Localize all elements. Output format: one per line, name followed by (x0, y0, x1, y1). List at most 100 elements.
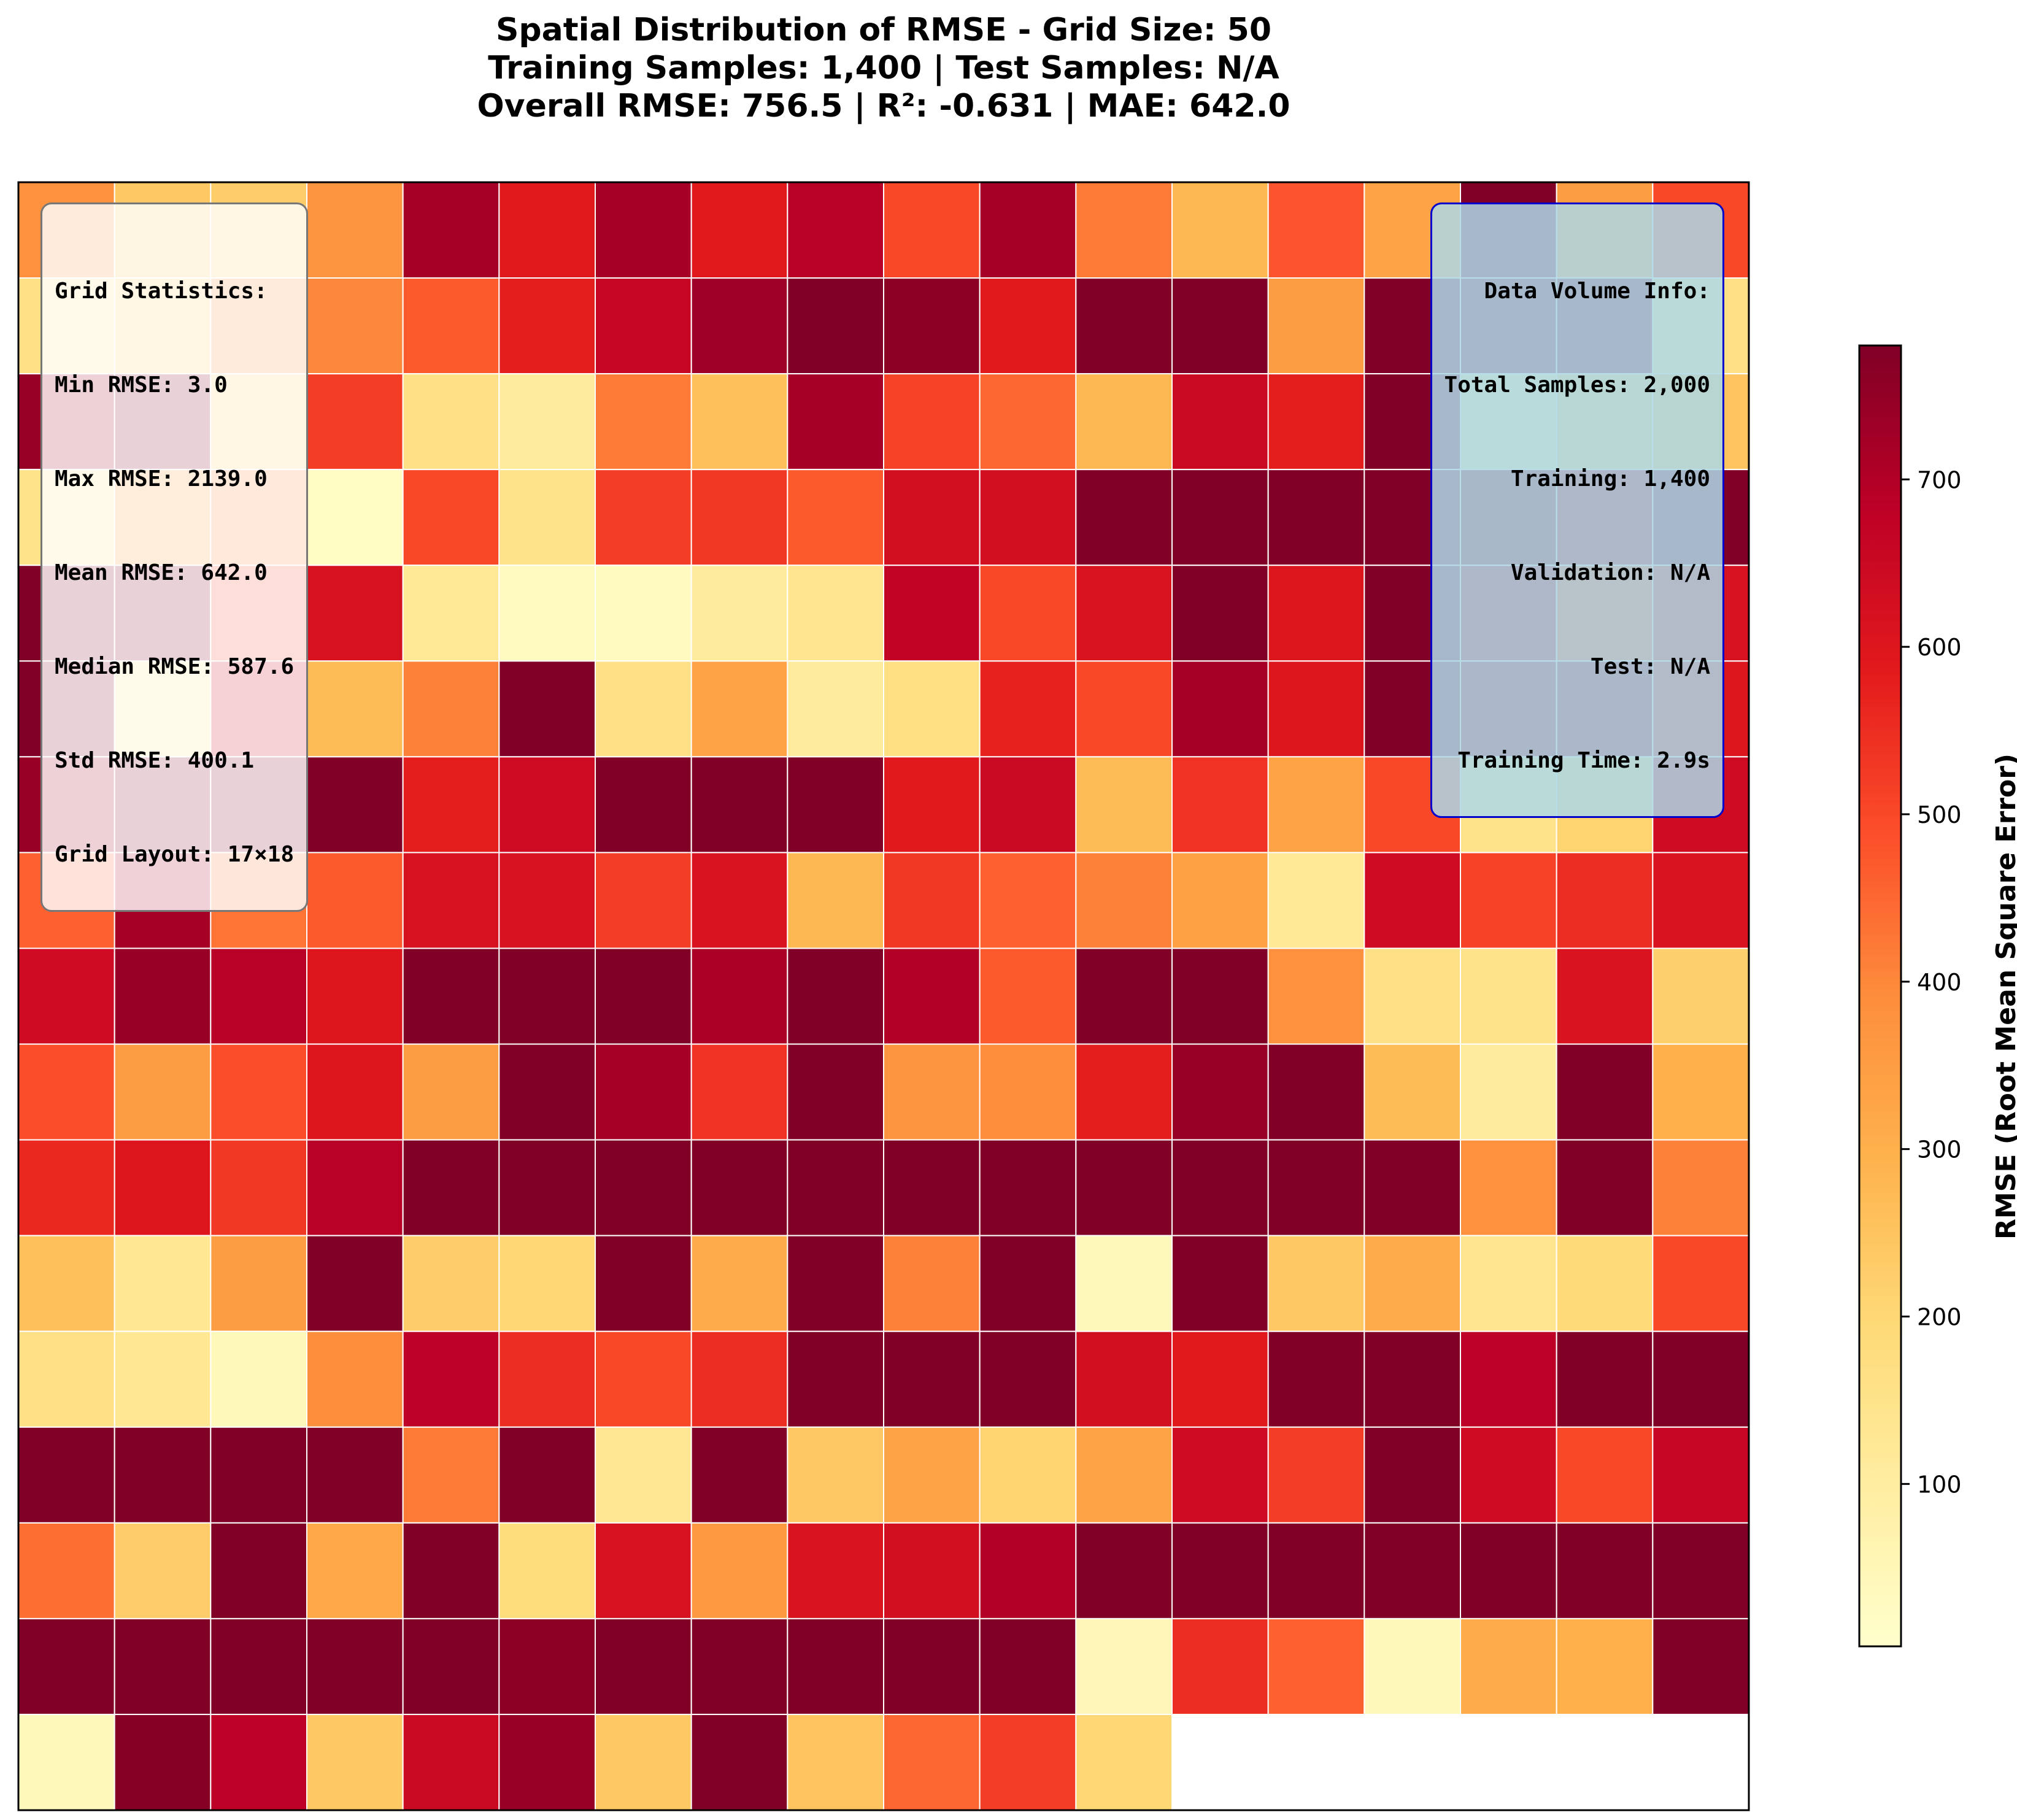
heatmap-cell (1363, 1139, 1461, 1236)
heatmap-cell (690, 565, 789, 662)
colorbar-ticks: 100 200 300 400 500 600 700 (1901, 466, 1962, 1498)
heatmap-cell (114, 1235, 212, 1332)
heatmap-cell (1556, 1618, 1654, 1715)
heatmap-cell (595, 1713, 692, 1811)
heatmap-cell (595, 756, 692, 854)
heatmap-cell (1460, 947, 1557, 1045)
heatmap-cell (690, 1139, 789, 1236)
colorbar (1858, 344, 1902, 1648)
heatmap-cell (1363, 1043, 1461, 1141)
heatmap-cell (979, 852, 1077, 949)
heatmap-cell (690, 660, 789, 758)
heatmap-cell (1075, 1043, 1173, 1141)
heatmap-cell (18, 1618, 115, 1715)
heatmap-cell (979, 947, 1077, 1045)
plot-frame (17, 181, 1750, 1811)
heatmap-cell (979, 1522, 1077, 1619)
grid-stat-line: Median RMSE: 587.6 (55, 654, 295, 679)
heatmap-cell (787, 1713, 885, 1811)
heatmap-cell (1267, 852, 1365, 949)
heatmap-cell (402, 756, 500, 854)
heatmap-cell (306, 373, 404, 471)
heatmap-cell (402, 373, 500, 471)
heatmap-cell (1652, 1043, 1749, 1141)
title-line: Spatial Distribution of RMSE - Grid Size… (495, 12, 1272, 48)
heatmap-cell (498, 852, 596, 949)
heatmap-cell (1460, 1139, 1557, 1236)
colorbar-tick-label: 600 (1917, 634, 1962, 661)
heatmap-cell (1171, 1522, 1269, 1619)
heatmap-cell (18, 1235, 115, 1332)
heatmap-cell (1460, 1235, 1557, 1332)
heatmap-cell (883, 756, 981, 854)
heatmap-cell (1267, 1235, 1365, 1332)
heatmap-cell (1267, 469, 1365, 566)
heatmap-cell (210, 1330, 308, 1428)
heatmap-cell (498, 565, 596, 662)
heatmap-cell (114, 1426, 212, 1524)
heatmap-cell (1075, 182, 1173, 279)
heatmap-cell (979, 1043, 1077, 1141)
heatmap-cell (402, 1426, 500, 1524)
heatmap-cell (787, 1043, 885, 1141)
heatmap-cell (595, 1522, 692, 1619)
heatmap-cell (1652, 852, 1749, 949)
volume-line: Validation: N/A (1510, 560, 1710, 585)
heatmap-cell (210, 1043, 308, 1141)
heatmap-cell (306, 1713, 404, 1811)
heatmap-cell (1075, 277, 1173, 375)
heatmap-cell (498, 1330, 596, 1428)
heatmap-cell (402, 947, 500, 1045)
heatmap-cell (402, 1618, 500, 1715)
heatmap-cell (1171, 182, 1269, 279)
heatmap-cell (1363, 1235, 1461, 1332)
heatmap-cell (690, 277, 789, 375)
heatmap-cell (402, 1139, 500, 1236)
volume-line: Training Time: 2.9s (1457, 748, 1710, 773)
heatmap-cell (1075, 1330, 1173, 1428)
heatmap-cell (1075, 1139, 1173, 1236)
heatmap-cell (787, 1330, 885, 1428)
heatmap-cell (1075, 852, 1173, 949)
heatmap-cell (114, 1522, 212, 1619)
heatmap-cell (1363, 1330, 1461, 1428)
heatmap-cell (690, 182, 789, 279)
grid-stat-line: Std RMSE: 400.1 (55, 748, 255, 773)
heatmap-cell (595, 373, 692, 471)
heatmap-cell (498, 756, 596, 854)
heatmap-cell (787, 947, 885, 1045)
heatmap-cell (1171, 1426, 1269, 1524)
heatmap-cell (883, 1713, 981, 1811)
heatmap-cell (690, 1043, 789, 1141)
heatmap-cell (306, 852, 404, 949)
heatmap-cell (402, 660, 500, 758)
heatmap-cell (306, 1522, 404, 1619)
heatmap-cell (210, 1426, 308, 1524)
heatmap-cell (690, 1618, 789, 1715)
heatmap-cell (402, 852, 500, 949)
colorbar-tick-label: 300 (1917, 1136, 1962, 1163)
heatmap-cell (114, 947, 212, 1045)
heatmap-cell (402, 1330, 500, 1428)
heatmap-cell (498, 1426, 596, 1524)
heatmap-cell (306, 660, 404, 758)
grid-stat-line: Grid Layout: 17×18 (55, 842, 295, 867)
colorbar-tick-label: 500 (1917, 801, 1962, 828)
heatmap-cell (883, 373, 981, 471)
heatmap-cell (498, 1522, 596, 1619)
heatmap-cell (883, 852, 981, 949)
heatmap-cell (1460, 1522, 1557, 1619)
heatmap-cell (595, 277, 692, 375)
heatmap-cell (979, 1426, 1077, 1524)
heatmap-cell (979, 756, 1077, 854)
heatmap-cell (979, 1235, 1077, 1332)
heatmap-cell (498, 182, 596, 279)
heatmap-cell (1556, 1139, 1654, 1236)
heatmap-cell (787, 1618, 885, 1715)
heatmap-cell (1652, 1330, 1749, 1428)
heatmap-cell (402, 565, 500, 662)
heatmap-cell (1363, 947, 1461, 1045)
heatmap-cell (595, 565, 692, 662)
heatmap-cell (498, 277, 596, 375)
heatmap-cell (1075, 1235, 1173, 1332)
